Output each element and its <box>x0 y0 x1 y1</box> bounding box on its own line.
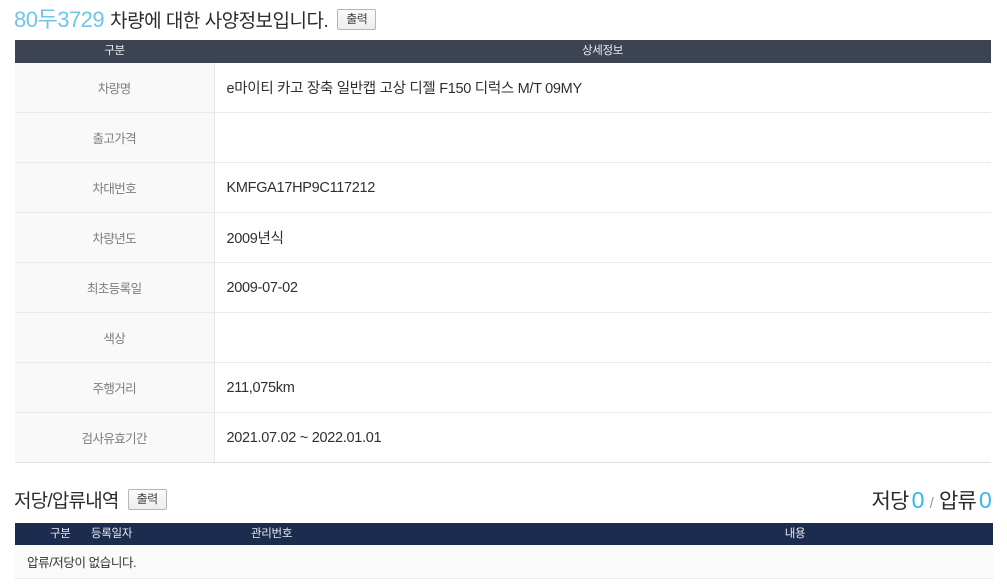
lien-empty-message: 압류/저당이 없습니다. <box>15 545 993 579</box>
lien-table-header-row: 구분 등록일자 관리번호 내용 <box>15 523 993 545</box>
lien-header-register-date: 등록일자 <box>87 523 247 545</box>
spec-row-value: 2009-07-02 <box>214 262 991 313</box>
lien-section-heading: 저당/압류내역 출력 <box>14 486 167 514</box>
spec-section-heading: 80두3729 차량에 대한 사양정보입니다. 출력 <box>14 2 377 36</box>
table-row: 주행거리 211,075km <box>15 362 991 413</box>
lien-history-table: 구분 등록일자 관리번호 내용 압류/저당이 없습니다. <box>15 523 993 579</box>
spec-row-value: KMFGA17HP9C117212 <box>214 162 991 213</box>
spec-row-value: 211,075km <box>214 362 991 413</box>
lien-header-content: 내용 <box>657 523 993 545</box>
spec-row-value: 2021.07.02 ~ 2022.01.01 <box>214 412 991 463</box>
table-row: 색상 <box>15 312 991 363</box>
print-spec-button[interactable]: 출력 <box>337 9 377 30</box>
spec-row-label: 차량년도 <box>15 212 215 263</box>
table-row: 차량년도 2009년식 <box>15 212 991 263</box>
spec-table-header-row: 구분 상세정보 <box>15 40 991 63</box>
seizure-count-value: 0 <box>979 487 992 513</box>
lien-section-title: 저당/압류내역 <box>14 491 119 512</box>
lien-header-category: 구분 <box>15 523 87 545</box>
mortgage-count-value: 0 <box>911 487 925 513</box>
spec-row-label: 차대번호 <box>15 162 215 213</box>
mortgage-count-label: 저당 <box>871 490 910 513</box>
table-row: 압류/저당이 없습니다. <box>15 545 993 579</box>
print-lien-button[interactable]: 출력 <box>127 489 167 510</box>
spec-row-label: 검사유효기간 <box>15 412 215 463</box>
spec-row-value: 2009년식 <box>214 212 991 263</box>
table-row: 최초등록일 2009-07-02 <box>15 262 991 313</box>
spec-row-value <box>214 112 991 163</box>
table-row: 검사유효기간 2021.07.02 ~ 2022.01.01 <box>15 412 991 463</box>
seizure-count-label: 압류 <box>938 490 977 513</box>
lien-count-summary: 저당 0/압류 0 <box>871 485 992 515</box>
count-separator: / <box>929 495 934 512</box>
table-row: 차대번호 KMFGA17HP9C117212 <box>15 162 991 213</box>
spec-row-value <box>214 312 991 363</box>
spec-header-detail: 상세정보 <box>214 40 991 63</box>
plate-number: 80두3729 <box>14 7 105 32</box>
spec-row-label: 차량명 <box>15 63 215 113</box>
spec-row-label: 색상 <box>15 312 215 363</box>
page-title: 차량에 대한 사양정보입니다. <box>110 11 329 32</box>
lien-header-management-number: 관리번호 <box>247 523 657 545</box>
table-row: 차량명 e마이티 카고 장축 일반캡 고상 디젤 F150 디럭스 M/T 09… <box>15 63 991 113</box>
vehicle-spec-table: 구분 상세정보 차량명 e마이티 카고 장축 일반캡 고상 디젤 F150 디럭… <box>15 40 991 463</box>
spec-row-label: 최초등록일 <box>15 262 215 313</box>
table-row: 출고가격 <box>15 112 991 163</box>
spec-row-value: e마이티 카고 장축 일반캡 고상 디젤 F150 디럭스 M/T 09MY <box>214 63 991 113</box>
spec-row-label: 주행거리 <box>15 362 215 413</box>
spec-row-label: 출고가격 <box>15 112 215 163</box>
spec-header-category: 구분 <box>15 40 214 63</box>
